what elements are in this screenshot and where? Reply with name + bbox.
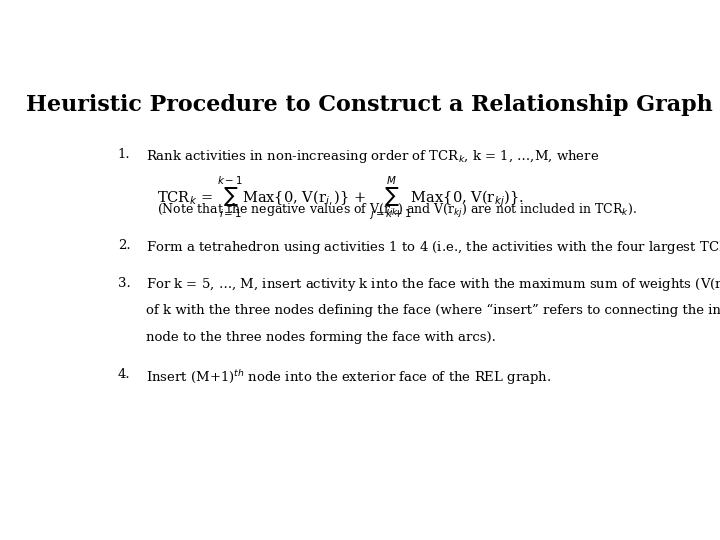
Text: 3.: 3.	[118, 277, 130, 290]
Text: 4.: 4.	[118, 368, 130, 381]
Text: (Note that the negative values of V(r$_{ik}$) and V(r$_{kj}$) are not included i: (Note that the negative values of V(r$_{…	[157, 202, 636, 220]
Text: Rank activities in non-increasing order of TCR$_k$, k = 1, …,M, where: Rank activities in non-increasing order …	[145, 148, 599, 165]
Text: Heuristic Procedure to Construct a Relationship Graph: Heuristic Procedure to Construct a Relat…	[26, 94, 712, 116]
Text: Form a tetrahedron using activities 1 to 4 (i.e., the activities with the four l: Form a tetrahedron using activities 1 to…	[145, 239, 720, 256]
Text: TCR$_k$ = $\sum_{i=1}^{k-1}$Max{0, V(r$_{i,}$)} + $\sum_{j=k+1}^{M}$Max{0, V(r$_: TCR$_k$ = $\sum_{i=1}^{k-1}$Max{0, V(r$_…	[157, 175, 523, 222]
Text: of k with the three nodes defining the face (where “insert” refers to connecting: of k with the three nodes defining the f…	[145, 304, 720, 317]
Text: node to the three nodes forming the face with arcs).: node to the three nodes forming the face…	[145, 331, 495, 344]
Text: 1.: 1.	[118, 148, 130, 161]
Text: 2.: 2.	[118, 239, 130, 252]
Text: Insert (M+1)$^{th}$ node into the exterior face of the REL graph.: Insert (M+1)$^{th}$ node into the exteri…	[145, 368, 552, 387]
Text: For k = 5, …, M, insert activity k into the face with the maximum sum of weights: For k = 5, …, M, insert activity k into …	[145, 277, 720, 295]
